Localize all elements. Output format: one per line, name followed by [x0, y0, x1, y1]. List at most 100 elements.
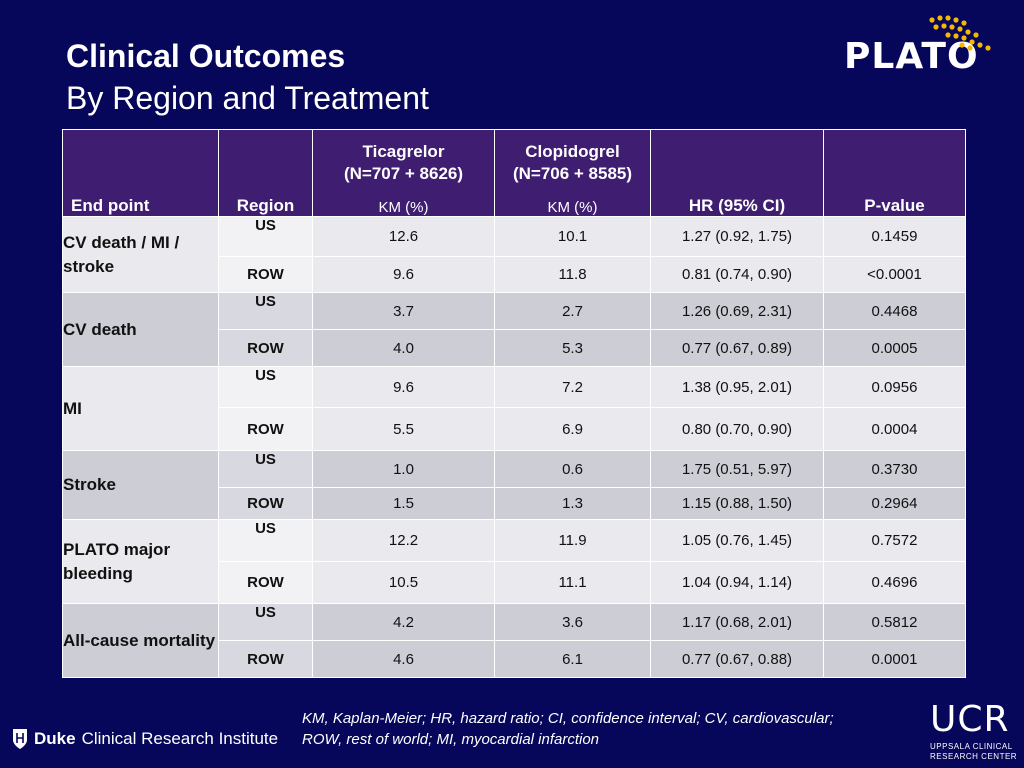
pvalue-cell: 0.0001 [823, 640, 966, 678]
ticagrelor-cell: 4.6 [312, 640, 495, 678]
table-row: MI US 9.6 7.2 1.38 (0.95, 2.01) 0.0956 [62, 366, 966, 451]
clopidogrel-cell: 2.7 [494, 292, 651, 330]
duke-shield-icon [13, 729, 27, 749]
region-cell: ROW [218, 329, 313, 367]
ticagrelor-cell: 3.7 [312, 292, 495, 330]
pvalue-cell: 0.7572 [823, 519, 966, 562]
ticagrelor-cell: 1.0 [312, 450, 495, 488]
hr-cell: 1.15 (0.88, 1.50) [650, 487, 824, 520]
clopidogrel-cell: 10.1 [494, 216, 651, 257]
pvalue-cell: 0.3730 [823, 450, 966, 488]
table-row: ROW 10.5 11.1 1.04 (0.94, 1.14) 0.4696 [63, 561, 966, 604]
slide-subtitle: By Region and Treatment [66, 80, 429, 116]
ticagrelor-cell: 4.0 [312, 329, 495, 367]
clopidogrel-cell: 7.2 [494, 366, 651, 408]
slide-title: Clinical Outcomes [66, 38, 346, 74]
clopidogrel-cell: 11.9 [494, 519, 651, 562]
clopidogrel-cell: 6.9 [494, 407, 651, 451]
table-row: CV death US 3.7 2.7 1.26 (0.69, 2.31) 0.… [62, 292, 966, 367]
table-row: CV death / MI / stroke US 12.6 10.1 1.27… [62, 216, 966, 293]
header-region: Region [218, 129, 313, 217]
hr-cell: 1.17 (0.68, 2.01) [650, 603, 824, 641]
region-cell: ROW [218, 640, 313, 678]
ucr-logo-text: UCR [930, 699, 1010, 740]
clopidogrel-cell: 0.6 [494, 450, 651, 488]
clopidogrel-cell: 11.1 [494, 561, 651, 604]
ticagrelor-cell: 5.5 [312, 407, 495, 451]
region-cell: US [218, 450, 313, 488]
header-ticagrelor: Ticagrelor (N=707 + 8626) KM (%) [312, 129, 495, 217]
region-cell: ROW [218, 256, 313, 293]
duke-logo: Duke Clinical Research Institute [12, 726, 278, 752]
plato-logo-text: PLATO [844, 36, 979, 77]
region-cell: US [218, 216, 313, 257]
pvalue-cell: 0.4468 [823, 292, 966, 330]
table-row: All-cause mortality US 4.2 3.6 1.17 (0.6… [62, 603, 966, 678]
pvalue-cell: 0.5812 [823, 603, 966, 641]
clopidogrel-cell: 3.6 [494, 603, 651, 641]
table-row: PLATO major bleeding US 12.2 11.9 1.05 (… [62, 519, 966, 604]
pvalue-cell: <0.0001 [823, 256, 966, 293]
footnote-line-1: KM, Kaplan-Meier; HR, hazard ratio; CI, … [302, 710, 834, 727]
hr-cell: 0.80 (0.70, 0.90) [650, 407, 824, 451]
endpoint-cell: Stroke [62, 450, 219, 520]
plato-logo: PLATO [842, 14, 1002, 77]
hr-cell: 1.38 (0.95, 2.01) [650, 366, 824, 408]
endpoint-cell: CV death [62, 292, 219, 367]
footnote-line-2: ROW, rest of world; MI, myocardial infar… [302, 731, 600, 748]
hr-cell: 1.26 (0.69, 2.31) [650, 292, 824, 330]
table-row: ROW 9.6 11.8 0.81 (0.74, 0.90) <0.0001 [63, 256, 966, 293]
clopidogrel-cell: 6.1 [494, 640, 651, 678]
header-pvalue: P-value [823, 129, 966, 217]
ucr-logo-line-2: RESEARCH CENTER [930, 752, 1018, 761]
footnote: KM, Kaplan-Meier; HR, hazard ratio; CI, … [302, 708, 834, 750]
ticagrelor-cell: 12.2 [312, 519, 495, 562]
region-cell: ROW [218, 407, 313, 451]
clopidogrel-cell: 1.3 [494, 487, 651, 520]
clopidogrel-cell: 5.3 [494, 329, 651, 367]
endpoint-cell: MI [62, 366, 219, 451]
table-row: ROW 5.5 6.9 0.80 (0.70, 0.90) 0.0004 [63, 407, 966, 451]
ucr-logo-line-1: UPPSALA CLINICAL [930, 742, 1013, 751]
table-row: ROW 4.0 5.3 0.77 (0.67, 0.89) 0.0005 [63, 329, 966, 367]
table-row: ROW 4.6 6.1 0.77 (0.67, 0.88) 0.0001 [63, 640, 966, 678]
hr-cell: 1.27 (0.92, 1.75) [650, 216, 824, 257]
region-cell: US [218, 519, 313, 562]
pvalue-cell: 0.2964 [823, 487, 966, 520]
ticagrelor-cell: 1.5 [312, 487, 495, 520]
region-cell: US [218, 292, 313, 330]
hr-cell: 0.77 (0.67, 0.89) [650, 329, 824, 367]
ticagrelor-cell: 4.2 [312, 603, 495, 641]
pvalue-cell: 0.0004 [823, 407, 966, 451]
header-endpoint: End point [62, 129, 219, 217]
header-hr: HR (95% CI) [650, 129, 824, 217]
ucr-logo: UCR UPPSALA CLINICAL RESEARCH CENTER [930, 702, 1020, 764]
hr-cell: 0.81 (0.74, 0.90) [650, 256, 824, 293]
plato-dots-icon [929, 15, 991, 51]
table-header-row: End point Region Ticagrelor (N=707 + 862… [62, 129, 966, 217]
ticagrelor-cell: 9.6 [312, 366, 495, 408]
hr-cell: 1.05 (0.76, 1.45) [650, 519, 824, 562]
clopidogrel-cell: 11.8 [494, 256, 651, 293]
endpoint-cell: PLATO major bleeding [62, 519, 219, 604]
region-cell: ROW [218, 561, 313, 604]
hr-cell: 1.75 (0.51, 5.97) [650, 450, 824, 488]
region-cell: US [218, 603, 313, 641]
duke-logo-text: Clinical Research Institute [81, 729, 279, 748]
pvalue-cell: 0.0005 [823, 329, 966, 367]
ticagrelor-cell: 12.6 [312, 216, 495, 257]
slide-title-block: Clinical Outcomes By Region and Treatmen… [66, 36, 429, 118]
endpoint-cell: CV death / MI / stroke [62, 216, 219, 293]
pvalue-cell: 0.4696 [823, 561, 966, 604]
endpoint-cell: All-cause mortality [62, 603, 219, 678]
region-cell: ROW [218, 487, 313, 520]
ticagrelor-cell: 10.5 [312, 561, 495, 604]
pvalue-cell: 0.1459 [823, 216, 966, 257]
table-row: Stroke US 1.0 0.6 1.75 (0.51, 5.97) 0.37… [62, 450, 966, 520]
outcomes-table: End point Region Ticagrelor (N=707 + 862… [62, 129, 966, 678]
ticagrelor-cell: 9.6 [312, 256, 495, 293]
header-clopidogrel: Clopidogrel (N=706 + 8585) KM (%) [494, 129, 651, 217]
hr-cell: 0.77 (0.67, 0.88) [650, 640, 824, 678]
hr-cell: 1.04 (0.94, 1.14) [650, 561, 824, 604]
pvalue-cell: 0.0956 [823, 366, 966, 408]
